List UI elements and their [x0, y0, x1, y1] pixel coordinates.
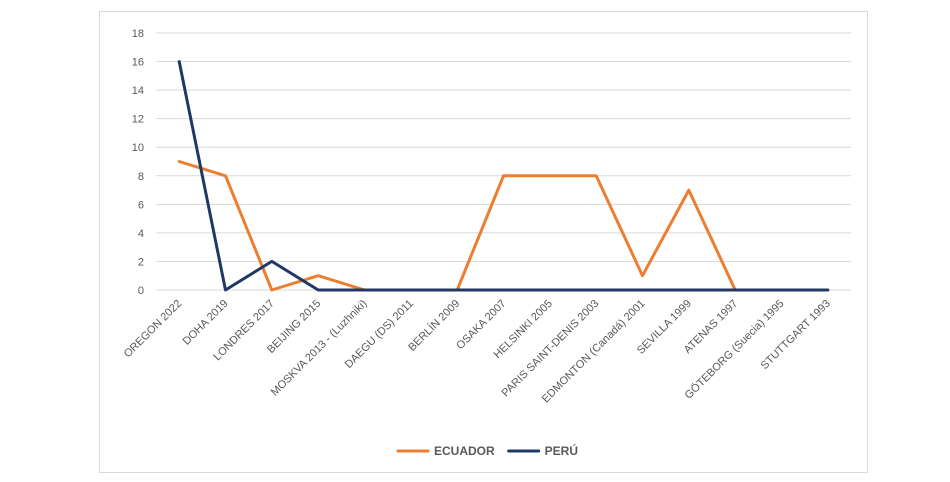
y-tick-label: 16 [132, 57, 144, 69]
gridlines [156, 32, 851, 291]
chart-area: 0 2 4 6 8 10 12 14 16 18 OREGON 2022 DOHA 2019 LOND… [99, 11, 868, 473]
x-tick-label: MOSKVA 2013 - (Luzhniki) [269, 298, 370, 399]
y-tick-label: 0 [138, 285, 144, 297]
y-tick-label: 10 [132, 142, 144, 154]
y-tick-label: 12 [132, 114, 144, 126]
x-tick-label: DOHA 2019 [181, 298, 231, 348]
x-tick-label: EDMONTON (Canadá) 2001 [540, 298, 648, 406]
y-tick-label: 4 [138, 228, 144, 240]
y-tick-label: 6 [138, 199, 144, 211]
legend: ECUADOR PERÚ [396, 443, 578, 458]
series-line-ecuador [177, 160, 830, 292]
y-tick-label: 8 [138, 171, 144, 183]
legend-label-ecuador: ECUADOR [434, 444, 495, 458]
series-line-perú [177, 60, 830, 292]
series-lines [177, 60, 830, 292]
x-tick-label: GÖTEBORG (Suecia) 1995 [683, 298, 787, 402]
legend-label-perú: PERÚ [545, 443, 578, 458]
x-tick-label: PARIS SAINT-DENIS 2003 [500, 298, 602, 400]
y-tick-label: 14 [132, 85, 144, 97]
y-axis-tick-labels: 0 2 4 6 8 10 12 14 16 18 [132, 28, 144, 297]
y-tick-label: 2 [138, 256, 144, 268]
y-tick-label: 18 [132, 28, 144, 40]
x-tick-label: OREGON 2022 [122, 298, 185, 361]
